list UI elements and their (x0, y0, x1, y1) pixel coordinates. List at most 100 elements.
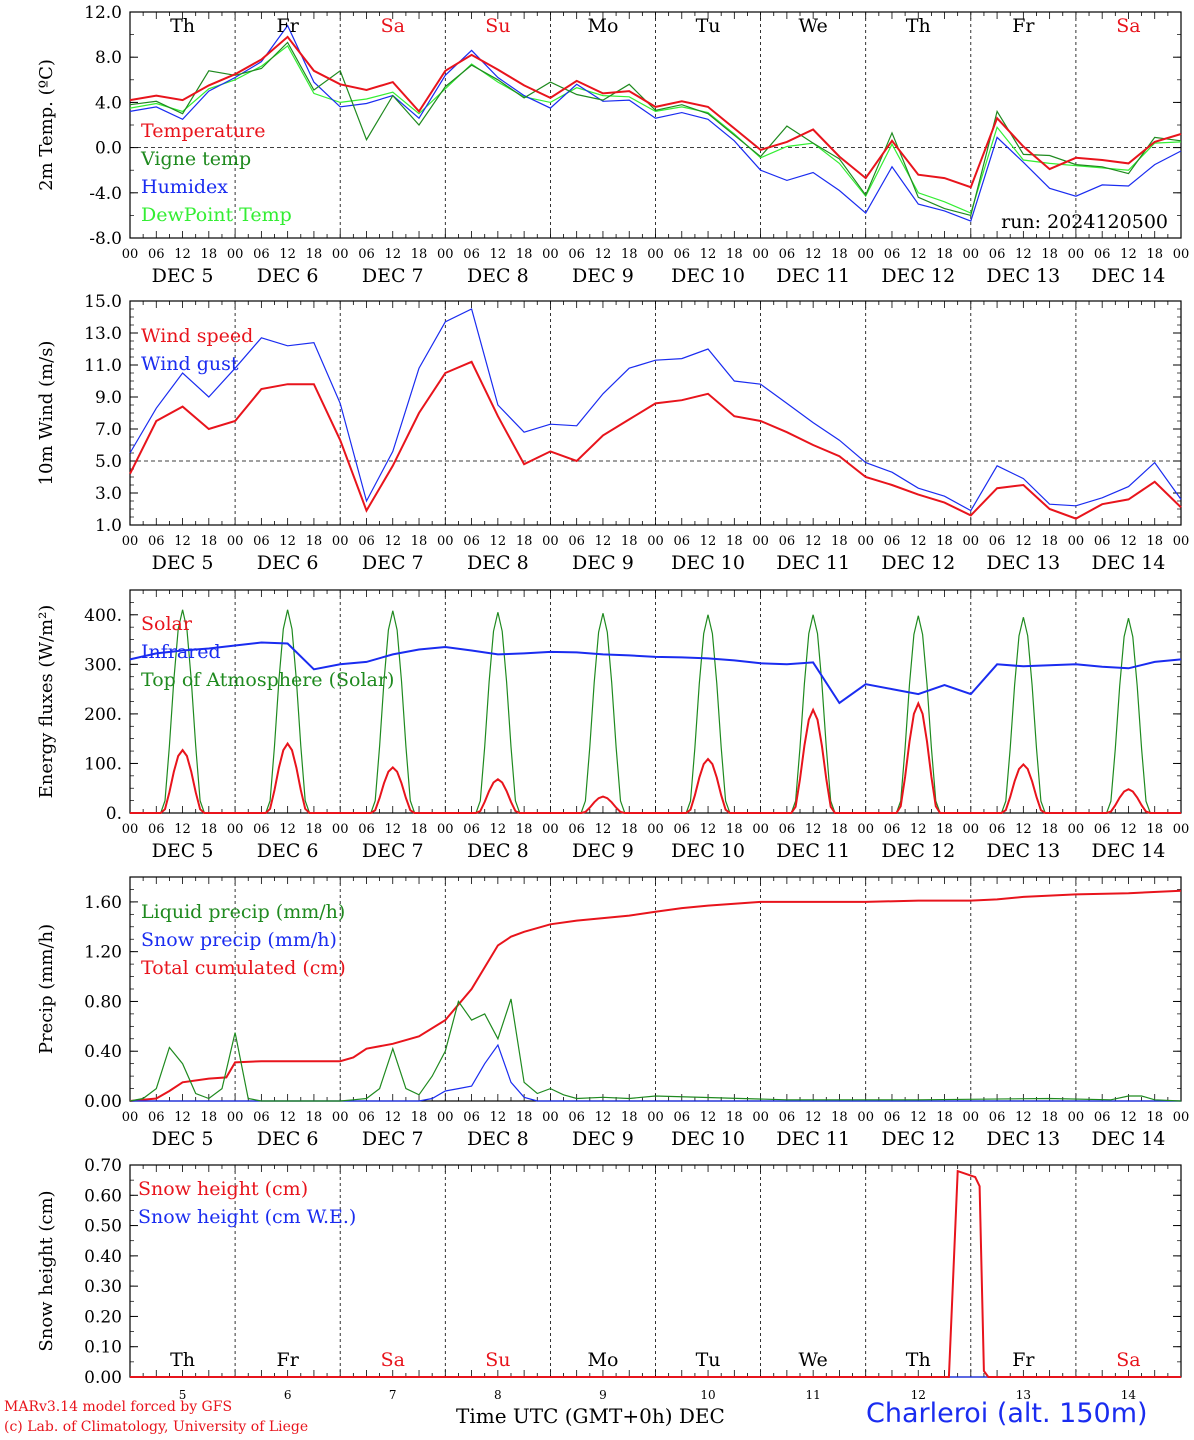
hour-tick-label: 06 (358, 247, 375, 262)
hour-tick-label: 06 (1094, 822, 1111, 837)
date-label: DEC 8 (467, 1128, 529, 1150)
hour-tick-label: 00 (332, 822, 349, 837)
hour-tick-label: 06 (253, 822, 270, 837)
hour-tick-label: 06 (779, 534, 796, 549)
hour-tick-label: 12 (910, 247, 927, 262)
hour-tick-label: 06 (148, 822, 165, 837)
hour-tick-label: 18 (726, 534, 743, 549)
hour-tick-label: 18 (621, 534, 638, 549)
y-tick-label: 13.0 (84, 324, 122, 344)
hour-tick-label: 18 (936, 1110, 953, 1125)
hour-tick-label: 12 (279, 822, 296, 837)
hour-tick-label: 12 (700, 822, 717, 837)
legend-entry: Snow height (cm) (138, 1178, 308, 1200)
footer-lab: (c) Lab. of Climatology, University of L… (4, 1419, 309, 1435)
day-number-label: 13 (1016, 1388, 1031, 1402)
hour-tick-label: 00 (542, 247, 559, 262)
date-label: DEC 7 (362, 1128, 424, 1150)
hour-tick-label: 12 (805, 534, 822, 549)
date-label: DEC 14 (1092, 840, 1166, 862)
hour-tick-label: 18 (621, 822, 638, 837)
y-tick-label: 0.20 (84, 1307, 122, 1327)
day-number-label: 6 (284, 1388, 292, 1402)
weekday-label: Sa (381, 15, 405, 37)
hour-tick-label: 06 (779, 247, 796, 262)
weekday-label: We (799, 15, 828, 37)
series-line-temperature (129, 35, 1182, 189)
date-label: DEC 13 (986, 552, 1060, 574)
y-tick-label: 0.00 (84, 1368, 122, 1388)
y-tick-label: 100. (84, 754, 122, 774)
weekday-label: Fr (1012, 15, 1035, 37)
hour-tick-label: 00 (857, 1110, 874, 1125)
hour-tick-label: 06 (989, 247, 1006, 262)
hour-tick-label: 18 (936, 822, 953, 837)
day-number-label: 11 (806, 1388, 821, 1402)
weekday-label: Fr (1012, 1349, 1035, 1371)
hour-tick-label: 12 (279, 247, 296, 262)
y-tick-label: 0.50 (84, 1217, 122, 1237)
weekday-label: Fr (277, 15, 300, 37)
hour-tick-label: 00 (437, 534, 454, 549)
hour-tick-label: 18 (1146, 534, 1163, 549)
hour-tick-label: 06 (148, 247, 165, 262)
hour-tick-label: 06 (674, 534, 691, 549)
hour-tick-label: 12 (805, 1110, 822, 1125)
y-tick-label: 1.0 (95, 516, 122, 536)
day-number-label: 5 (179, 1388, 187, 1402)
legend-entry: Solar (141, 613, 193, 635)
legend-entry: Temperature (141, 120, 265, 142)
date-label: DEC 6 (257, 1128, 319, 1150)
hour-tick-label: 06 (989, 1110, 1006, 1125)
hour-tick-label: 12 (1015, 1110, 1032, 1125)
weekday-label: Su (485, 15, 510, 37)
day-number-label: 10 (700, 1388, 715, 1402)
date-label: DEC 10 (671, 552, 745, 574)
series-line-infrared (129, 641, 1182, 705)
legend-entry: Liquid precip (mm/h) (141, 901, 345, 923)
y-axis-title: 10m Wind (m/s) (36, 341, 57, 486)
footer-model: MARv3.14 model forced by GFS (4, 1399, 233, 1415)
legend-entry: Wind speed (141, 325, 253, 347)
legend-entry: Wind gust (141, 353, 239, 375)
hour-tick-label: 12 (700, 247, 717, 262)
hour-tick-label: 06 (884, 1110, 901, 1125)
date-label: DEC 9 (572, 265, 634, 287)
y-tick-label: 11.0 (84, 356, 122, 376)
hour-tick-label: 06 (148, 534, 165, 549)
hour-tick-label: 12 (1015, 822, 1032, 837)
hour-tick-label: 06 (253, 247, 270, 262)
hour-tick-label: 06 (989, 822, 1006, 837)
hour-tick-label: 06 (674, 822, 691, 837)
hour-tick-label: 06 (358, 822, 375, 837)
hour-tick-label: 00 (1173, 1110, 1190, 1125)
hour-tick-label: 12 (174, 247, 191, 262)
hour-tick-label: 00 (963, 1110, 980, 1125)
legend-entry: Snow precip (mm/h) (141, 929, 337, 951)
weekday-label: Mo (587, 1349, 618, 1371)
date-label: DEC 10 (671, 265, 745, 287)
date-label: DEC 7 (362, 265, 424, 287)
hour-tick-label: 06 (148, 1110, 165, 1125)
hour-tick-label: 06 (1094, 247, 1111, 262)
hour-tick-label: 00 (437, 1110, 454, 1125)
date-label: DEC 13 (986, 840, 1060, 862)
hour-tick-label: 18 (831, 1110, 848, 1125)
y-tick-label: 12.0 (84, 3, 122, 23)
hour-tick-label: 12 (1120, 822, 1137, 837)
y-tick-label: 9.0 (95, 388, 122, 408)
hour-tick-label: 18 (831, 247, 848, 262)
legend-entry: DewPoint Temp (141, 204, 292, 226)
hour-tick-label: 12 (700, 1110, 717, 1125)
hour-tick-label: 18 (1041, 534, 1058, 549)
weekday-label: Th (906, 1349, 931, 1371)
series-line-solar (130, 700, 1181, 814)
hour-tick-label: 00 (227, 1110, 244, 1125)
run-label: run: 2024120500 (1001, 211, 1168, 233)
hour-tick-label: 06 (779, 822, 796, 837)
y-axis-title: Snow height (cm) (36, 1190, 57, 1351)
y-tick-label: 0.00 (84, 1092, 122, 1112)
hour-tick-label: 06 (358, 1110, 375, 1125)
hour-tick-label: 18 (201, 534, 218, 549)
